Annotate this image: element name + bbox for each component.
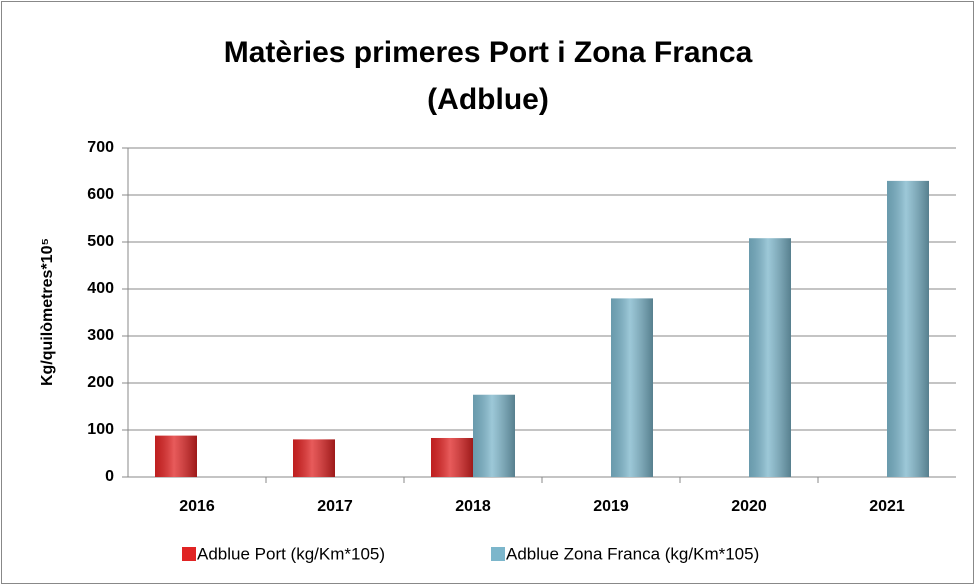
x-tick-label: 2016 (179, 498, 215, 515)
legend-label: Adblue Zona Franca (kg/Km*105) (506, 544, 759, 563)
x-tick-label: 2021 (869, 498, 905, 515)
y-tick-label: 300 (87, 327, 114, 344)
legend-swatch (491, 547, 505, 561)
legend-label: Adblue Port (kg/Km*105) (197, 544, 385, 563)
y-tick-label: 500 (87, 233, 114, 250)
x-tick-label: 2019 (593, 498, 629, 515)
bar-shade (293, 439, 335, 477)
bar-shade (611, 298, 653, 477)
bar-shade (473, 394, 515, 477)
bar-shade (887, 180, 929, 477)
y-tick-label: 700 (87, 139, 114, 156)
y-tick-label: 200 (87, 374, 114, 391)
y-tick-label: 0 (105, 468, 114, 485)
bar-shade (431, 437, 473, 477)
x-tick-label: 2018 (455, 498, 491, 515)
y-tick-label: 100 (87, 421, 114, 438)
bar-shade (155, 435, 197, 477)
y-axis-label: Kg/quilòmetres*10⁵ (39, 238, 56, 386)
x-tick-label: 2020 (731, 498, 767, 515)
chart-title: (Adblue) (427, 83, 549, 116)
y-tick-label: 600 (87, 186, 114, 203)
chart-title: Matèries primeres Port i Zona Franca (224, 36, 753, 69)
legend-swatch (182, 547, 196, 561)
bar-shade (749, 238, 791, 477)
y-tick-label: 400 (87, 280, 114, 297)
x-tick-label: 2017 (317, 498, 353, 515)
